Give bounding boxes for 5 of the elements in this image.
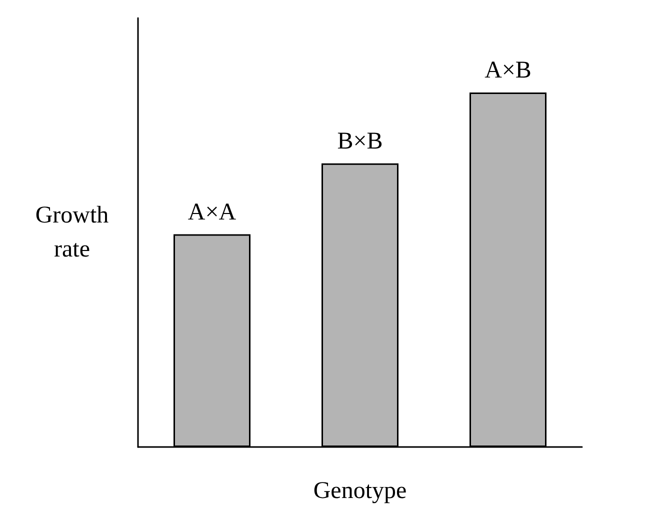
x-axis-title: Genotype — [313, 478, 407, 504]
y-axis-title: Growth rate — [35, 202, 109, 262]
x-tick-label: B×B — [337, 128, 383, 154]
x-tick-label: A×B — [484, 57, 532, 84]
x-tick-label: A×A — [188, 199, 237, 226]
